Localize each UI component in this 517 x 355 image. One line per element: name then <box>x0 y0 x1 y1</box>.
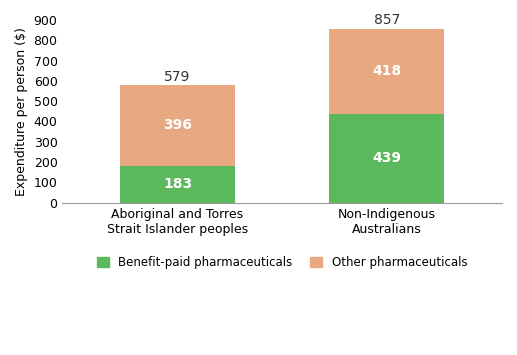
Text: 418: 418 <box>372 64 402 78</box>
Bar <box>329 114 445 203</box>
Y-axis label: Expenditure per person ($): Expenditure per person ($) <box>15 27 28 196</box>
Text: 183: 183 <box>163 177 192 191</box>
Legend: Benefit-paid pharmaceuticals, Other pharmaceuticals: Benefit-paid pharmaceuticals, Other phar… <box>93 251 472 273</box>
Bar <box>329 29 445 114</box>
Text: 396: 396 <box>163 118 192 132</box>
Bar <box>120 165 235 203</box>
Text: 439: 439 <box>372 151 401 165</box>
Bar <box>120 85 235 165</box>
Text: 579: 579 <box>164 70 191 83</box>
Text: 857: 857 <box>374 13 400 27</box>
